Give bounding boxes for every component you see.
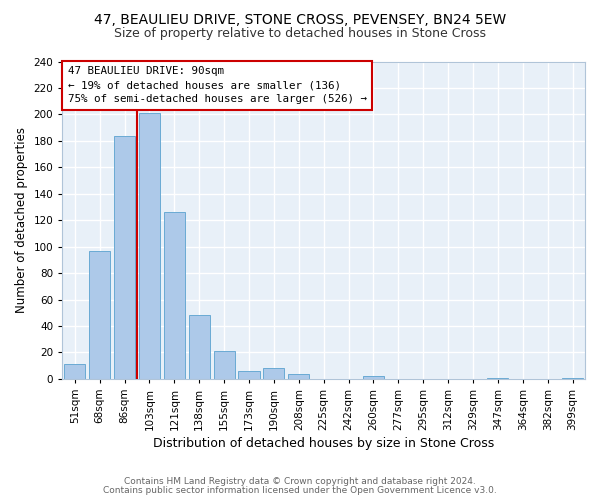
Text: 47 BEAULIEU DRIVE: 90sqm
← 19% of detached houses are smaller (136)
75% of semi-: 47 BEAULIEU DRIVE: 90sqm ← 19% of detach… — [68, 66, 367, 104]
Bar — [238, 371, 260, 379]
Bar — [89, 250, 110, 379]
Bar — [214, 351, 235, 379]
Text: Contains public sector information licensed under the Open Government Licence v3: Contains public sector information licen… — [103, 486, 497, 495]
Bar — [114, 136, 135, 379]
Bar — [64, 364, 85, 379]
Text: 47, BEAULIEU DRIVE, STONE CROSS, PEVENSEY, BN24 5EW: 47, BEAULIEU DRIVE, STONE CROSS, PEVENSE… — [94, 12, 506, 26]
Text: Contains HM Land Registry data © Crown copyright and database right 2024.: Contains HM Land Registry data © Crown c… — [124, 477, 476, 486]
Bar — [188, 316, 210, 379]
Bar — [139, 113, 160, 379]
Bar — [164, 212, 185, 379]
Bar — [288, 374, 310, 379]
Text: Size of property relative to detached houses in Stone Cross: Size of property relative to detached ho… — [114, 28, 486, 40]
Bar — [487, 378, 508, 379]
Bar — [562, 378, 583, 379]
X-axis label: Distribution of detached houses by size in Stone Cross: Distribution of detached houses by size … — [153, 437, 494, 450]
Bar — [263, 368, 284, 379]
Bar — [363, 376, 384, 379]
Y-axis label: Number of detached properties: Number of detached properties — [15, 127, 28, 313]
